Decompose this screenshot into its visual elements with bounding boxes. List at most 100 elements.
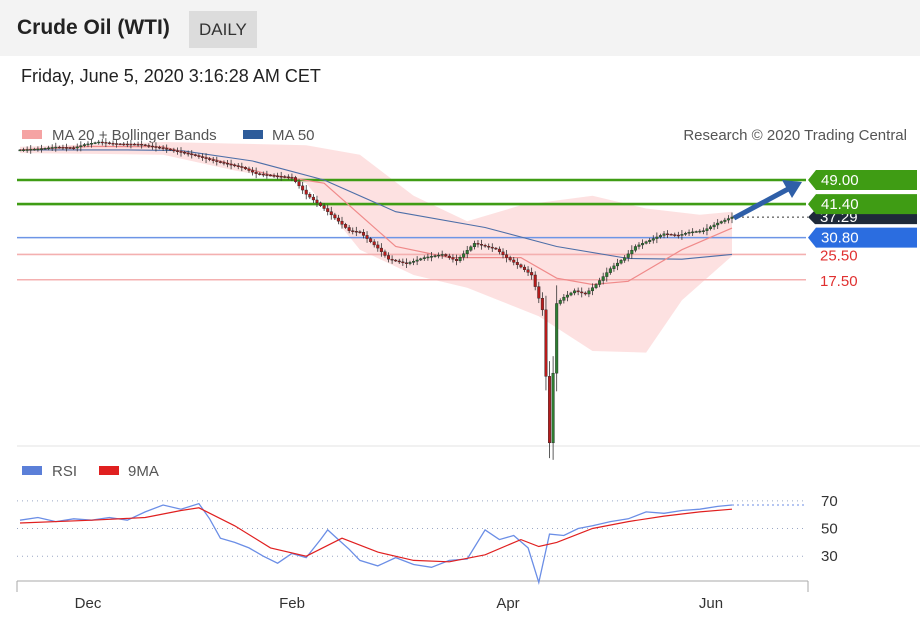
candle bbox=[279, 171, 283, 181]
candle-body bbox=[530, 272, 534, 276]
candle bbox=[637, 242, 641, 250]
candle bbox=[93, 141, 97, 145]
candle-body bbox=[136, 143, 140, 146]
candle bbox=[158, 145, 162, 150]
candle bbox=[18, 149, 22, 152]
candle-body bbox=[293, 177, 297, 182]
candle bbox=[594, 283, 598, 290]
period-badge[interactable]: DAILY bbox=[189, 11, 257, 48]
candle-body bbox=[168, 148, 172, 151]
candle-body bbox=[555, 303, 559, 374]
candle bbox=[358, 230, 362, 234]
candle-body bbox=[125, 143, 129, 146]
candle bbox=[680, 229, 684, 240]
candle-body bbox=[465, 250, 469, 254]
candle-body bbox=[383, 251, 387, 256]
candle bbox=[533, 271, 537, 291]
chart-title: Crude Oil (WTI) bbox=[17, 16, 170, 39]
candle bbox=[208, 157, 212, 162]
candle-body bbox=[408, 262, 412, 264]
candle-body bbox=[140, 144, 144, 146]
candle-body bbox=[694, 231, 698, 233]
candle bbox=[125, 140, 129, 148]
candle-body bbox=[365, 235, 369, 239]
candle-body bbox=[394, 259, 398, 262]
candle-body bbox=[61, 147, 65, 149]
candle-body bbox=[200, 156, 204, 158]
candle-body bbox=[616, 262, 620, 267]
candle bbox=[179, 147, 183, 157]
candle bbox=[394, 259, 398, 262]
candle-body bbox=[490, 246, 494, 249]
candle bbox=[226, 160, 230, 168]
candle bbox=[598, 277, 602, 288]
candle bbox=[404, 258, 408, 268]
candle-body bbox=[179, 151, 183, 153]
candle bbox=[476, 240, 480, 248]
candle-body bbox=[154, 146, 158, 148]
candle-body bbox=[32, 148, 36, 151]
candle bbox=[719, 220, 723, 225]
candle bbox=[573, 288, 577, 296]
candle-body bbox=[658, 235, 662, 238]
candle bbox=[168, 148, 172, 151]
candle-body bbox=[68, 147, 72, 149]
rsi-line bbox=[19, 502, 733, 586]
candle bbox=[272, 173, 276, 178]
candle bbox=[50, 144, 54, 151]
rsi-tick-30: 30 bbox=[821, 548, 838, 565]
candle-body bbox=[43, 148, 47, 150]
candle-body bbox=[558, 300, 562, 304]
candle-body bbox=[404, 262, 408, 264]
candle-body bbox=[440, 254, 444, 256]
timestamp: Friday, June 5, 2020 3:16:28 AM CET bbox=[21, 66, 321, 86]
candle bbox=[161, 145, 165, 151]
candle bbox=[311, 194, 315, 204]
candle bbox=[36, 146, 40, 152]
candle bbox=[100, 138, 104, 146]
chart-header: Crude Oil (WTI) DAILY bbox=[0, 0, 920, 56]
candle-body bbox=[497, 248, 501, 253]
candle bbox=[132, 142, 136, 146]
candle-body bbox=[501, 251, 505, 255]
candle bbox=[247, 166, 251, 173]
candle bbox=[143, 143, 147, 147]
candle-body bbox=[322, 205, 326, 209]
candle bbox=[25, 146, 29, 153]
candle bbox=[204, 153, 208, 164]
candle-body bbox=[569, 292, 573, 296]
rsi-tick-50: 50 bbox=[821, 521, 838, 538]
candle-body bbox=[401, 261, 405, 264]
candle-body bbox=[143, 144, 147, 147]
candle-body bbox=[208, 158, 212, 160]
legend-ma20: MA 20 + Bollinger Bands bbox=[52, 127, 217, 144]
candle bbox=[61, 144, 65, 150]
candle-body bbox=[18, 149, 22, 152]
candle bbox=[397, 258, 401, 264]
candle bbox=[122, 142, 126, 146]
candle bbox=[444, 253, 448, 258]
candle bbox=[147, 143, 151, 149]
candle-body bbox=[319, 202, 323, 206]
candle bbox=[683, 231, 687, 236]
candle bbox=[390, 255, 394, 264]
candle bbox=[455, 254, 459, 266]
candle bbox=[186, 150, 190, 157]
candle-body bbox=[236, 165, 240, 167]
candle bbox=[658, 233, 662, 239]
candle-body bbox=[687, 232, 691, 234]
candle-body bbox=[243, 167, 247, 170]
candle-body bbox=[590, 287, 594, 292]
candle-body bbox=[601, 276, 605, 281]
candle bbox=[347, 224, 351, 234]
candle bbox=[236, 163, 240, 170]
candle-body bbox=[183, 152, 187, 154]
candle-body bbox=[598, 280, 602, 285]
candle-body bbox=[215, 160, 219, 162]
candle-body bbox=[422, 257, 426, 259]
candle bbox=[82, 142, 86, 148]
candle-body bbox=[612, 265, 616, 269]
candle-body bbox=[419, 258, 423, 261]
candle bbox=[75, 143, 79, 152]
candle bbox=[644, 240, 648, 245]
